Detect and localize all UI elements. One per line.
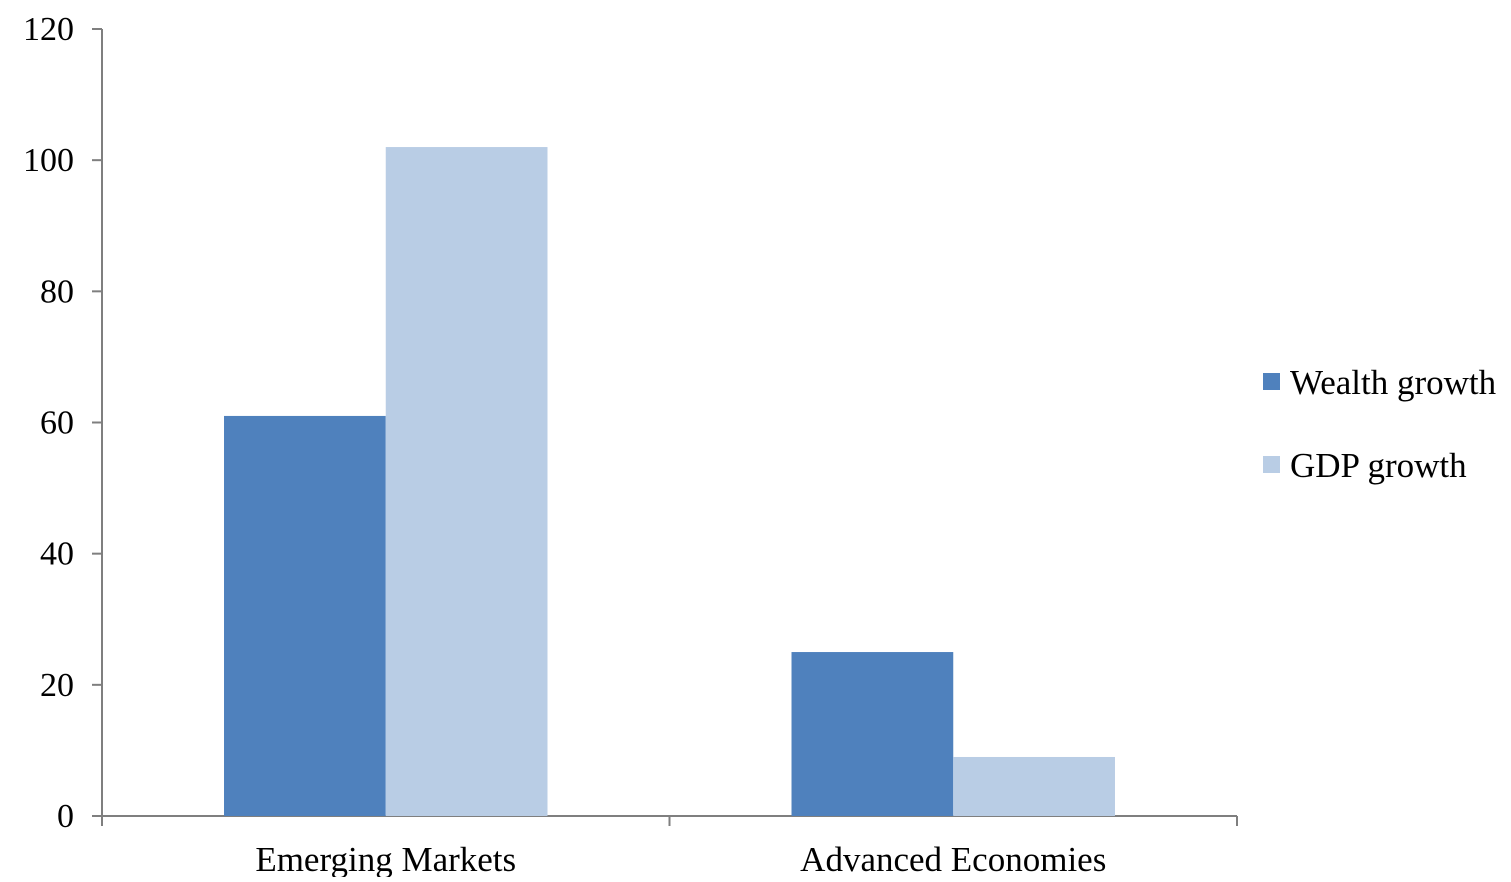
bars xyxy=(224,147,1115,817)
bar-wealth-growth xyxy=(791,652,954,816)
legend-swatch xyxy=(1263,373,1280,390)
bar-gdp-growth xyxy=(385,147,548,817)
legend-label: Wealth growth xyxy=(1290,363,1497,402)
y-axis: 0 20 40 60 80 100 120 xyxy=(23,11,103,835)
y-tick-label: 80 xyxy=(40,273,74,310)
bar-gdp-growth xyxy=(953,756,1115,816)
bar-wealth-growth xyxy=(224,415,386,816)
x-category-label: Emerging Markets xyxy=(255,840,516,877)
y-tick-label: 100 xyxy=(23,142,74,179)
x-axis: Emerging Markets Advanced Economies xyxy=(101,815,1238,879)
x-category-label: Advanced Economies xyxy=(800,840,1106,877)
legend-label: GDP growth xyxy=(1290,446,1467,485)
y-tick-label: 60 xyxy=(40,405,74,442)
y-tick-label: 20 xyxy=(40,667,74,704)
y-tick-label: 120 xyxy=(23,11,74,48)
legend-swatch xyxy=(1263,456,1280,473)
legend: Wealth growth GDP growth xyxy=(1263,363,1497,485)
y-tick-label: 40 xyxy=(40,536,74,573)
y-tick-label: 0 xyxy=(57,798,74,835)
